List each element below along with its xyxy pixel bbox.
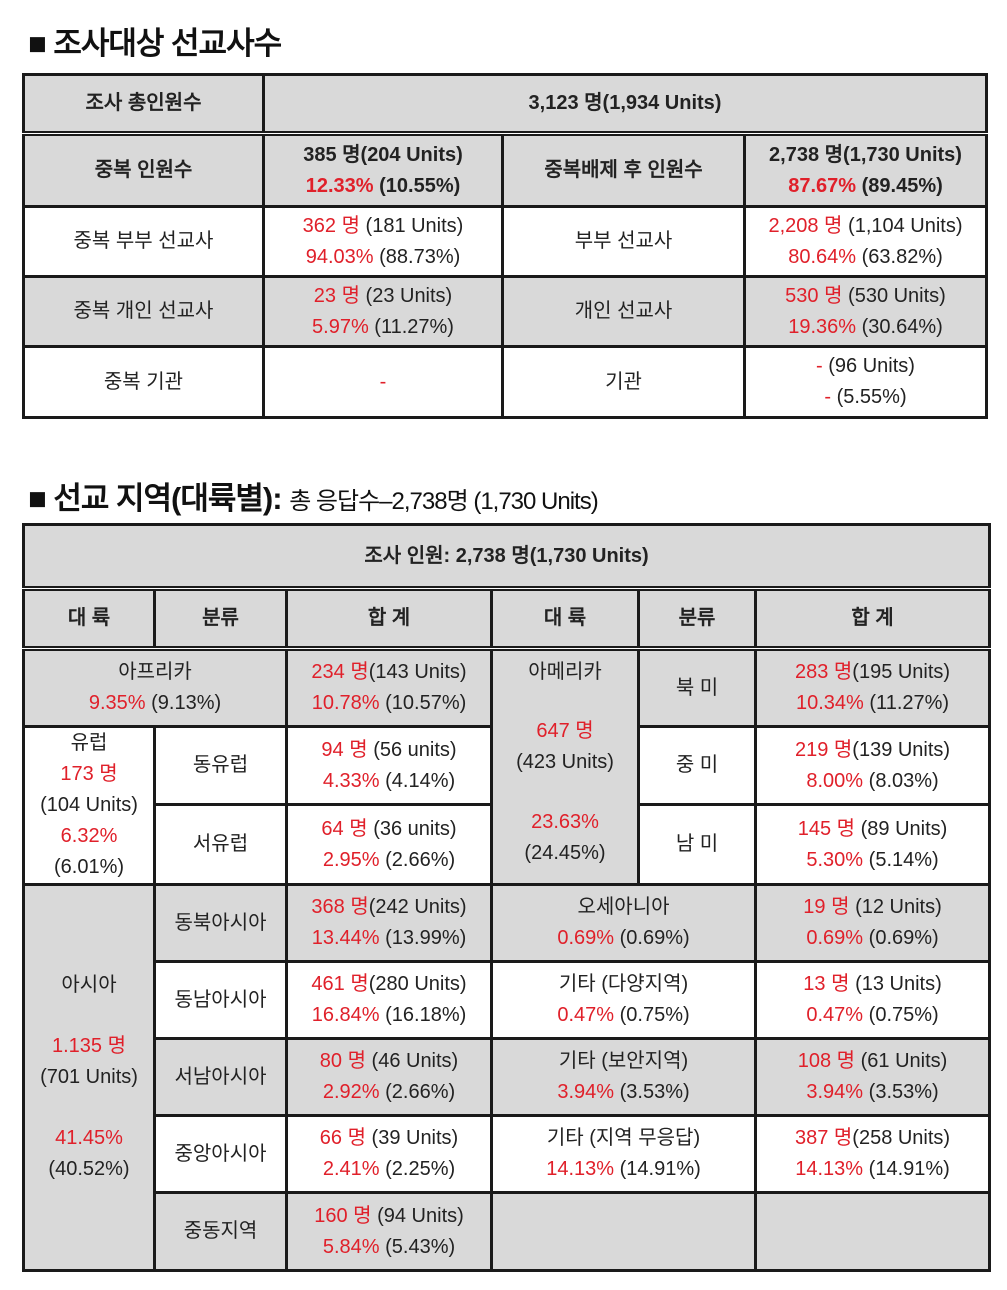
empty-cell bbox=[490, 1191, 757, 1272]
header-cell: 분류 bbox=[153, 587, 288, 650]
subregion-total: 64 명 (36 units) 2.95% (2.66%) bbox=[285, 803, 493, 886]
total-value: 3,123 명(1,934 Units) bbox=[262, 73, 988, 135]
subregion-name: 서남아시아 bbox=[153, 1037, 288, 1117]
other-region: 기타 (지역 무응답) 14.13% (14.91%) bbox=[490, 1114, 757, 1194]
dup-value: 385 명(204 Units) 12.33% (10.55%) bbox=[262, 132, 504, 208]
row-label: 중복 부부 선교사 bbox=[22, 205, 265, 278]
subregion-total: 145 명 (89 Units) 5.30% (5.14%) bbox=[753, 803, 992, 886]
survey-count-table: 조사 총인원수 3,123 명(1,934 Units) 중복 인원수 385 … bbox=[22, 73, 988, 419]
row-label: 기관 bbox=[501, 345, 746, 419]
subregion-name: 북 미 bbox=[637, 647, 757, 728]
header-cell: 합 계 bbox=[285, 587, 493, 650]
row-value: 530 명 (530 Units) 19.36% (30.64%) bbox=[743, 275, 988, 348]
after-value: 2,738 명(1,730 Units) 87.67% (89.45%) bbox=[743, 132, 988, 208]
subregion-total: 461 명(280 Units) 16.84% (16.18%) bbox=[285, 960, 493, 1040]
dup-label: 중복 인원수 bbox=[22, 132, 265, 208]
subregion-name: 동북아시아 bbox=[153, 883, 288, 963]
header-cell: 분류 bbox=[637, 587, 757, 650]
row-value: 23 명 (23 Units) 5.97% (11.27%) bbox=[262, 275, 504, 348]
subregion-total: 94 명 (56 units) 4.33% (4.14%) bbox=[285, 724, 493, 807]
europe-cell: 유럽 173 명 (104 Units) 6.32% (6.01%) bbox=[22, 725, 156, 886]
other-total: 13 명 (13 Units) 0.47% (0.75%) bbox=[753, 960, 992, 1040]
row-value: - (96 Units) - (5.55%) bbox=[743, 345, 988, 419]
region-table: 조사 인원: 2,738 명(1,730 Units) 대 륙 분류 합 계 대… bbox=[21, 523, 992, 1272]
other-total: 387 명(258 Units) 14.13% (14.91%) bbox=[753, 1114, 992, 1194]
row-value: - bbox=[262, 345, 504, 419]
section2-title: ■ 선교 지역(대륙별): 총 응답수–2,738명 (1,730 Units) bbox=[28, 481, 599, 516]
subregion-total: 283 명(195 Units) 10.34% (11.27%) bbox=[753, 647, 992, 728]
section2-subtitle: 총 응답수–2,738명 (1,730 Units) bbox=[289, 488, 599, 515]
subregion-total: 219 명(139 Units) 8.00% (8.03%) bbox=[753, 724, 992, 807]
header-cell: 합 계 bbox=[753, 587, 992, 650]
row-value: 2,208 명 (1,104 Units) 80.64% (63.82%) bbox=[743, 205, 988, 278]
africa-cell: 아프리카 9.35% (9.13%) bbox=[22, 647, 288, 728]
row-value: 362 명 (181 Units) 94.03% (88.73%) bbox=[262, 205, 504, 278]
section1-title: ■ 조사대상 선교사수 bbox=[28, 26, 282, 61]
other-total: 108 명 (61 Units) 3.94% (3.53%) bbox=[753, 1037, 992, 1117]
row-label: 중복 개인 선교사 bbox=[22, 275, 265, 348]
subregion-name: 중동지역 bbox=[153, 1191, 288, 1272]
subregion-name: 서유럽 bbox=[153, 803, 288, 886]
other-region: 기타 (보안지역) 3.94% (3.53%) bbox=[490, 1037, 757, 1117]
after-label: 중복배제 후 인원수 bbox=[501, 132, 746, 208]
subregion-name: 중앙아시아 bbox=[153, 1114, 288, 1194]
subregion-total: 80 명 (46 Units) 2.92% (2.66%) bbox=[285, 1037, 493, 1117]
other-total: 19 명 (12 Units) 0.69% (0.69%) bbox=[753, 883, 992, 963]
row-label: 부부 선교사 bbox=[501, 205, 746, 278]
subregion-name: 동유럽 bbox=[153, 724, 288, 807]
america-cell: 아메리카 647 명 (423 Units) 23.63% (24.45%) bbox=[490, 647, 640, 886]
header-cell: 대 륙 bbox=[490, 587, 640, 650]
subregion-name: 동남아시아 bbox=[153, 960, 288, 1040]
asia-cell: 아시아 1.135 명 (701 Units) 41.45% (40.52%) bbox=[22, 883, 156, 1272]
subregion-name: 남 미 bbox=[637, 803, 757, 886]
row-label: 개인 선교사 bbox=[501, 275, 746, 348]
total-label: 조사 총인원수 bbox=[22, 73, 265, 135]
row-label: 중복 기관 bbox=[22, 345, 265, 419]
subregion-total: 66 명 (39 Units) 2.41% (2.25%) bbox=[285, 1114, 493, 1194]
subregion-name: 중 미 bbox=[637, 724, 757, 807]
header-cell: 대 륙 bbox=[22, 587, 156, 650]
subregion-total: 368 명(242 Units) 13.44% (13.99%) bbox=[285, 883, 493, 963]
other-region: 기타 (다양지역) 0.47% (0.75%) bbox=[490, 960, 757, 1040]
subregion-total: 160 명 (94 Units) 5.84% (5.43%) bbox=[285, 1191, 493, 1272]
table-title: 조사 인원: 2,738 명(1,730 Units) bbox=[21, 523, 992, 590]
africa-total: 234 명(143 Units) 10.78% (10.57%) bbox=[285, 647, 493, 728]
other-region: 오세아니아 0.69% (0.69%) bbox=[490, 883, 757, 963]
empty-cell bbox=[753, 1191, 992, 1272]
